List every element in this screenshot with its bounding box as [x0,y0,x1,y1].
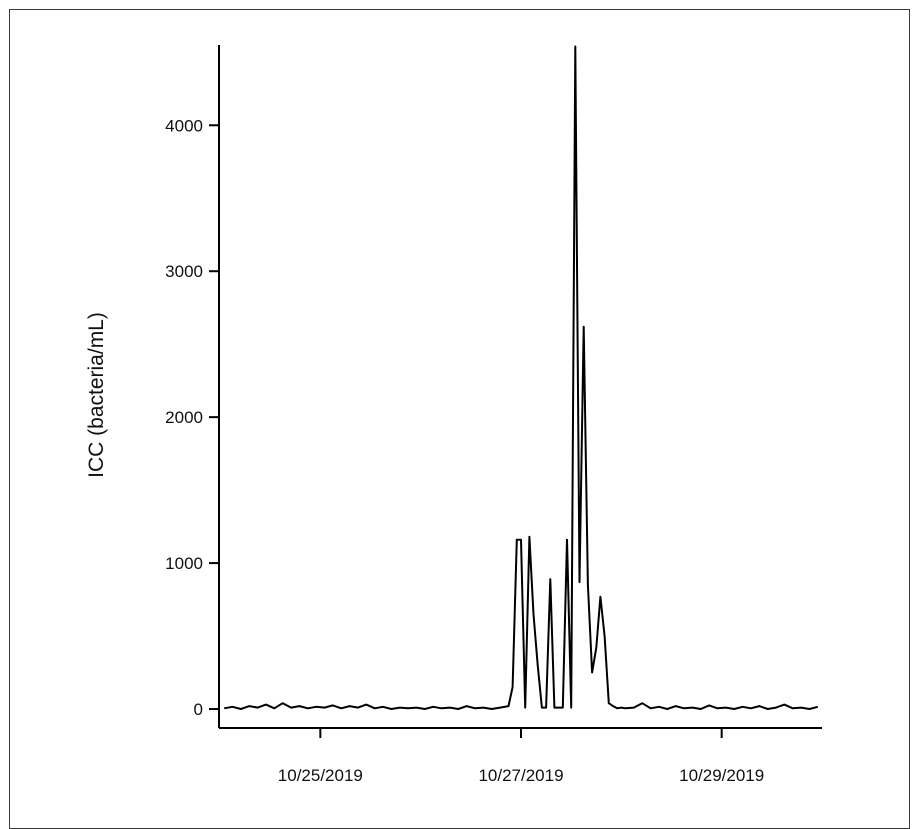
y-tick-label: 1000 [165,554,203,573]
y-tick-label: 2000 [165,408,203,427]
y-axis-title: ICC (bacteria/mL) [85,312,108,478]
figure-frame [9,9,910,829]
x-tick-label: 10/27/2019 [478,766,563,785]
y-axis-ticks: 0 1000 2000 3000 4000 [165,116,219,719]
y-tick-label: 0 [194,700,203,719]
icc-series-line [224,45,819,710]
x-tick-label: 10/25/2019 [278,766,363,785]
x-axis-ticks: 10/25/2019 10/27/2019 10/29/2019 [278,728,764,785]
y-tick-label: 3000 [165,262,203,281]
y-tick-label: 4000 [165,116,203,135]
x-tick-label: 10/29/2019 [679,766,764,785]
